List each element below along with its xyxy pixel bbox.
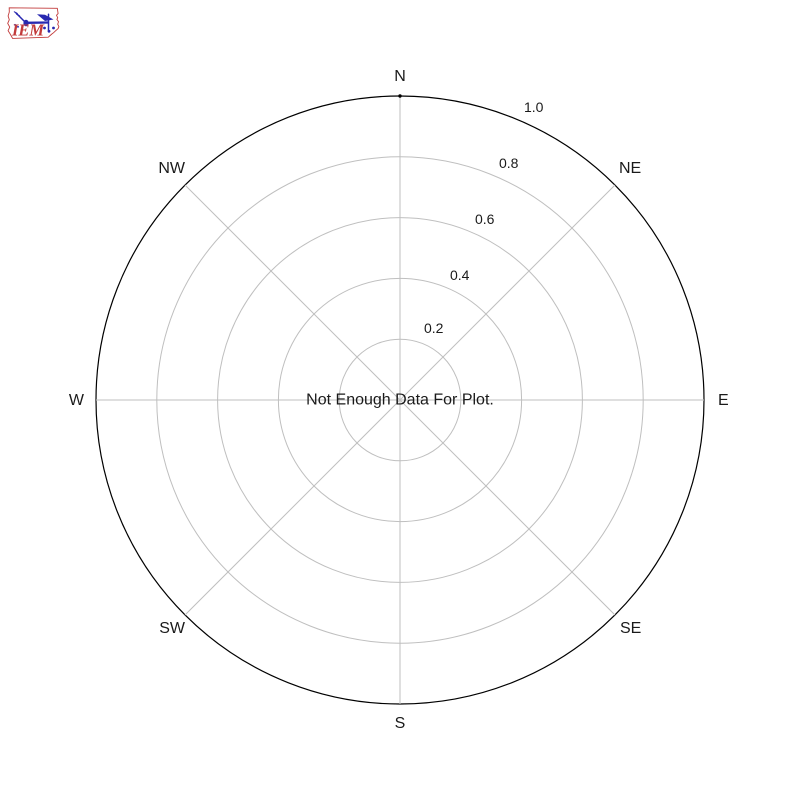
svg-text:1.0: 1.0	[524, 99, 544, 115]
svg-text:NW: NW	[158, 160, 186, 177]
svg-text:SE: SE	[620, 620, 641, 637]
svg-text:0.2: 0.2	[424, 320, 444, 336]
svg-text:0.6: 0.6	[475, 211, 495, 227]
svg-text:W: W	[69, 392, 85, 409]
svg-text:IEM: IEM	[11, 21, 45, 40]
svg-text:0.8: 0.8	[499, 155, 519, 171]
svg-text:0.4: 0.4	[450, 267, 470, 283]
svg-text:N: N	[394, 68, 406, 85]
svg-text:Not Enough Data For Plot.: Not Enough Data For Plot.	[306, 392, 494, 409]
svg-text:E: E	[718, 392, 729, 409]
svg-text:SW: SW	[159, 620, 186, 637]
svg-text:S: S	[395, 715, 406, 732]
svg-text:NE: NE	[619, 160, 641, 177]
